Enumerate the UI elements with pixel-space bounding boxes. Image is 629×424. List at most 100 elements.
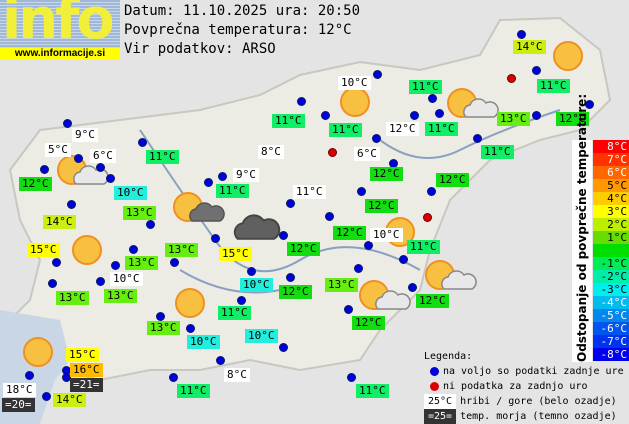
station-dot[interactable] <box>408 283 417 292</box>
station-dot[interactable] <box>146 220 155 229</box>
station-dot[interactable] <box>25 371 34 380</box>
data-source: Vir podatkov: ARSO <box>124 41 276 57</box>
temperature-label: 16°C <box>70 363 103 377</box>
station-dot[interactable] <box>40 165 49 174</box>
station-missing-dot[interactable] <box>423 213 432 222</box>
station-dot[interactable] <box>138 138 147 147</box>
temperature-label: 15°C <box>27 243 60 257</box>
colorbar-step: -2°C <box>593 270 629 283</box>
station-dot[interactable] <box>204 178 213 187</box>
temperature-label: 11°C <box>272 114 305 128</box>
temperature-label: 12°C <box>365 199 398 213</box>
station-dot[interactable] <box>106 174 115 183</box>
station-dot[interactable] <box>427 187 436 196</box>
station-dot[interactable] <box>156 312 165 321</box>
temperature-label: 11°C <box>293 185 326 199</box>
station-dot[interactable] <box>286 199 295 208</box>
temperature-label: 12°C <box>370 167 403 181</box>
colorbar-step: -4°C <box>593 296 629 309</box>
station-dot[interactable] <box>218 172 227 181</box>
temperature-label: 13°C <box>497 112 530 126</box>
station-dot[interactable] <box>170 258 179 267</box>
station-dot[interactable] <box>63 119 72 128</box>
station-dot[interactable] <box>279 231 288 240</box>
station-dot[interactable] <box>354 264 363 273</box>
colorbar-step: 6°C <box>593 166 629 179</box>
station-dot[interactable] <box>585 100 594 109</box>
temperature-label: 13°C <box>165 243 198 257</box>
temperature-label: 6°C <box>90 149 116 163</box>
station-dot[interactable] <box>42 392 51 401</box>
station-dot[interactable] <box>96 163 105 172</box>
temperature-label: 10°C <box>110 272 143 286</box>
station-dot[interactable] <box>297 97 306 106</box>
temperature-label: 12°C <box>556 112 589 126</box>
station-dot[interactable] <box>347 373 356 382</box>
temperature-label: 8°C <box>224 368 250 382</box>
logo-url[interactable]: www.informacije.si <box>0 48 120 60</box>
station-dot[interactable] <box>67 200 76 209</box>
station-dot[interactable] <box>364 241 373 250</box>
temperature-label: 13°C <box>147 321 180 335</box>
station-dot[interactable] <box>373 70 382 79</box>
station-dot[interactable] <box>52 258 61 267</box>
colorbar-step: 4°C <box>593 192 629 205</box>
legend-title: Legenda: <box>424 351 473 362</box>
colorbar-step <box>593 244 629 257</box>
temperature-label: 12°C <box>386 122 419 136</box>
temperature-label: 5°C <box>45 143 71 157</box>
station-dot[interactable] <box>211 234 220 243</box>
station-dot[interactable] <box>321 111 330 120</box>
station-dot[interactable] <box>237 296 246 305</box>
station-dot[interactable] <box>286 273 295 282</box>
sun-icon <box>23 337 53 367</box>
station-dot[interactable] <box>96 277 105 286</box>
station-dot[interactable] <box>325 212 334 221</box>
station-dot[interactable] <box>48 279 57 288</box>
temperature-label: 8°C <box>258 145 284 159</box>
station-dot[interactable] <box>62 373 71 382</box>
colorbar-title: Odstopanje od povprečne temperature: <box>572 94 592 362</box>
temperature-label: 11°C <box>425 122 458 136</box>
logo[interactable]: info <box>0 0 120 48</box>
station-dot[interactable] <box>410 111 419 120</box>
station-dot[interactable] <box>186 324 195 333</box>
temperature-label: 11°C <box>146 150 179 164</box>
station-dot[interactable] <box>517 30 526 39</box>
temperature-label: 11°C <box>481 145 514 159</box>
temperature-label: 14°C <box>513 40 546 54</box>
station-dot[interactable] <box>111 261 120 270</box>
station-missing-dot[interactable] <box>328 148 337 157</box>
temperature-label: 10°C <box>114 186 147 200</box>
station-dot[interactable] <box>428 94 437 103</box>
station-dot[interactable] <box>247 267 256 276</box>
station-dot[interactable] <box>532 66 541 75</box>
station-dot[interactable] <box>435 109 444 118</box>
colorbar-step: 2°C <box>593 218 629 231</box>
station-dot[interactable] <box>357 187 366 196</box>
station-dot[interactable] <box>399 255 408 264</box>
temperature-label: 12°C <box>279 285 312 299</box>
temperature-label: 13°C <box>123 206 156 220</box>
station-dot[interactable] <box>372 134 381 143</box>
temperature-label: 6°C <box>354 147 380 161</box>
station-dot[interactable] <box>169 373 178 382</box>
colorbar-step: -1°C <box>593 257 629 270</box>
temperature-label: =21= <box>70 378 103 392</box>
station-missing-dot[interactable] <box>507 74 516 83</box>
temperature-label: 11°C <box>409 80 442 94</box>
temperature-label: 10°C <box>245 329 278 343</box>
station-dot[interactable] <box>279 343 288 352</box>
colorbar-step: -6°C <box>593 322 629 335</box>
station-dot[interactable] <box>216 356 225 365</box>
station-dot[interactable] <box>74 154 83 163</box>
temperature-label: 11°C <box>329 123 362 137</box>
temperature-label: 12°C <box>333 226 366 240</box>
station-dot[interactable] <box>129 245 138 254</box>
station-dot[interactable] <box>532 111 541 120</box>
station-dot[interactable] <box>473 134 482 143</box>
temperature-label: 13°C <box>325 278 358 292</box>
temperature-label: 12°C <box>352 316 385 330</box>
station-dot[interactable] <box>344 305 353 314</box>
sun-cloud-icon <box>359 280 411 310</box>
